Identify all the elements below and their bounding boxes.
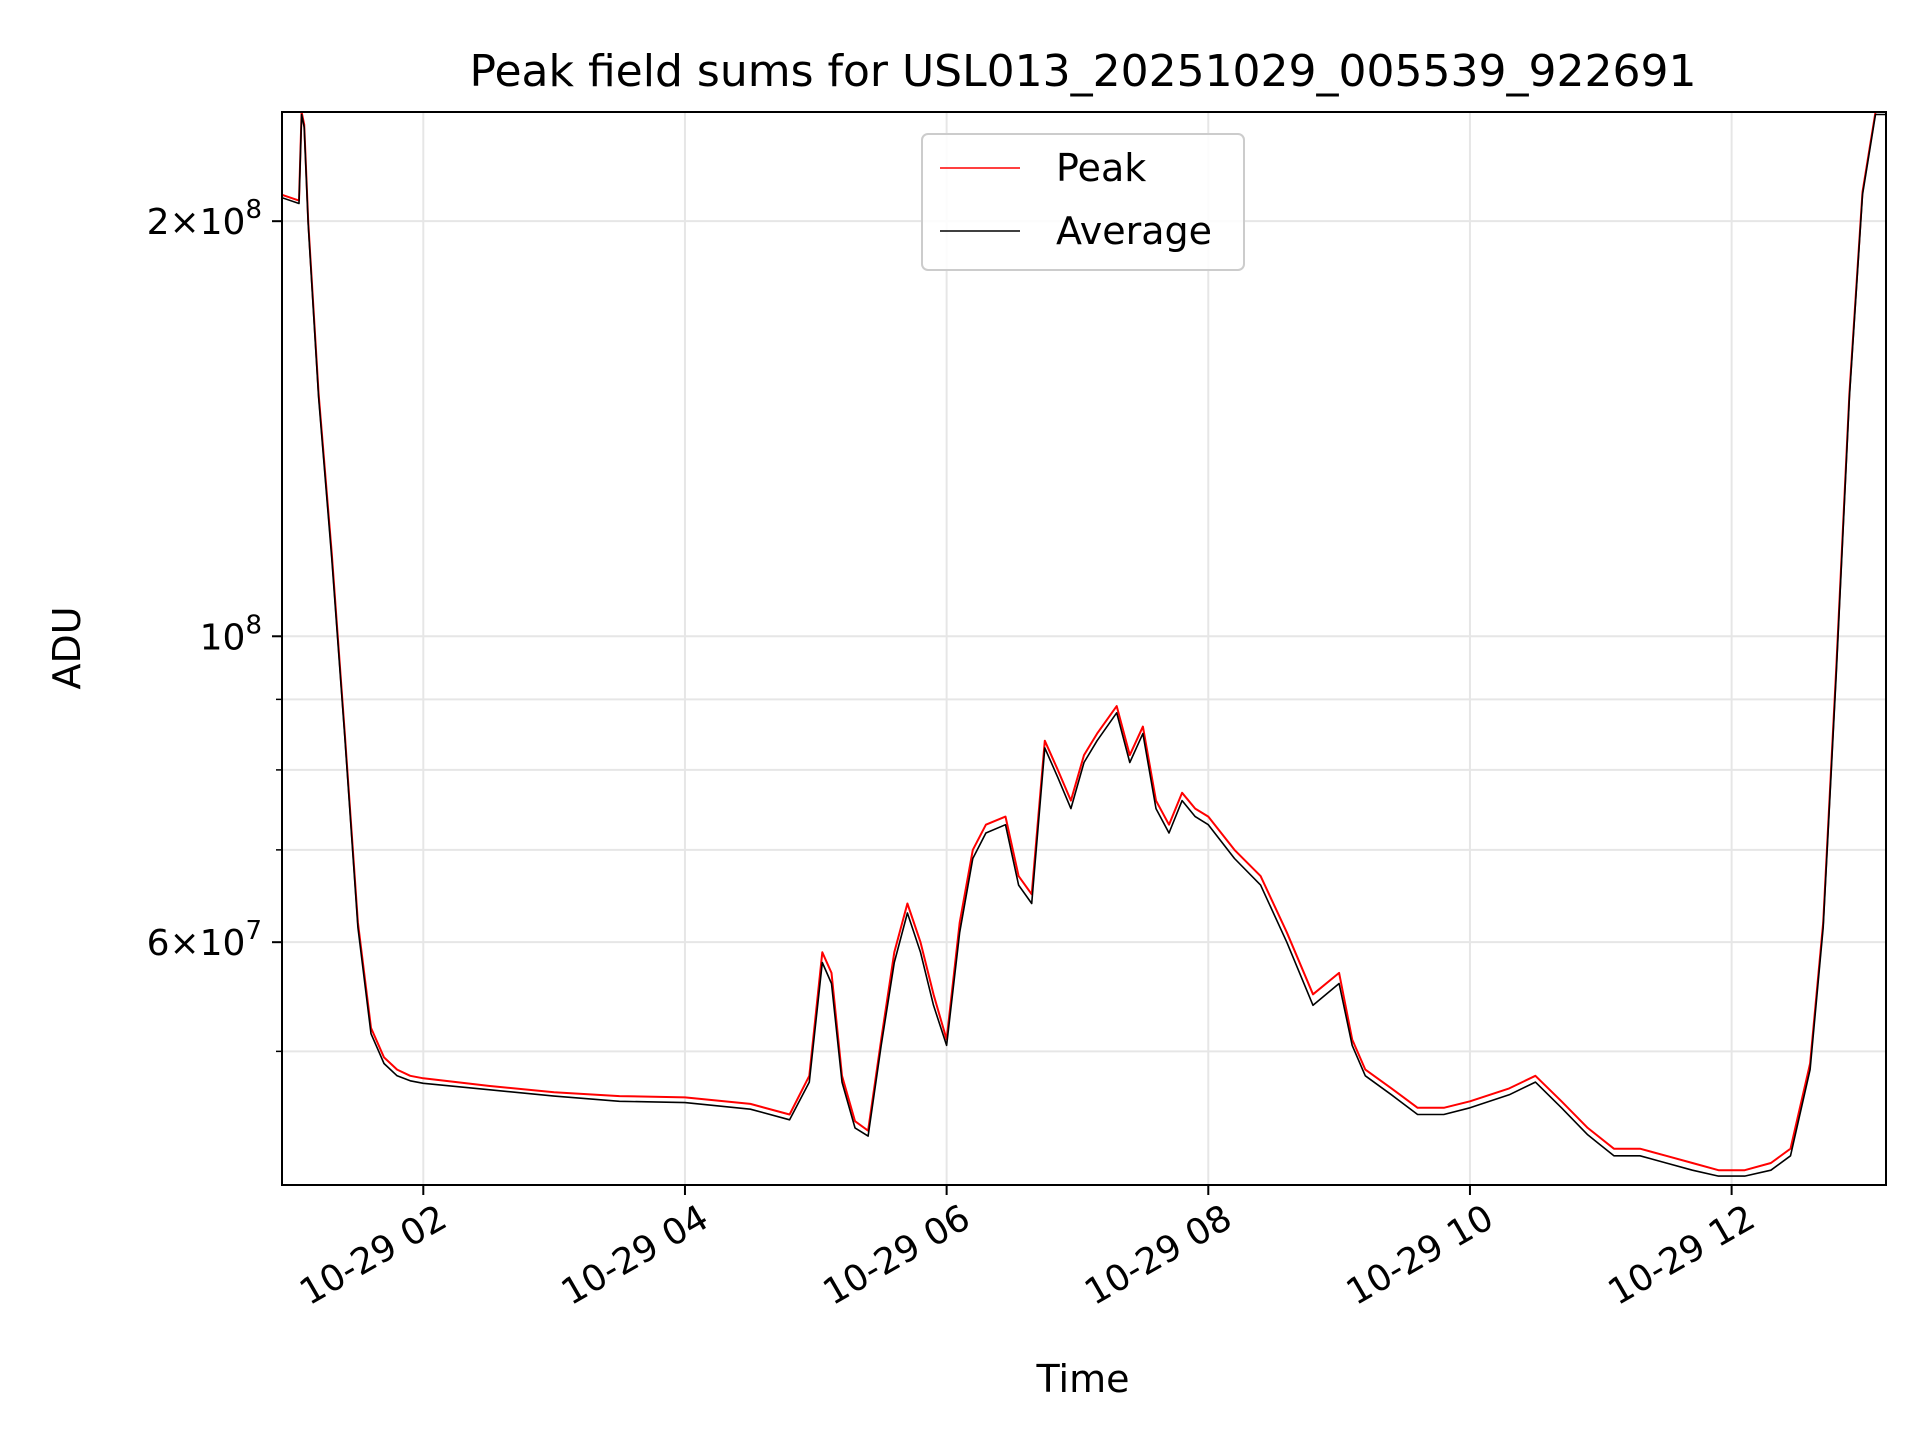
legend: Peak Average: [921, 133, 1245, 271]
chart-title: Peak field sums for USL013_20251029_0055…: [470, 46, 1697, 97]
y-tick-label: 6×107: [147, 916, 262, 964]
series-line-average: [282, 113, 1886, 1177]
grid-layer: [282, 112, 1886, 1185]
y-axis-label: ADU: [45, 606, 89, 689]
legend-label-peak: Peak: [1056, 146, 1146, 190]
y-axis: 6×107 108 2×108: [147, 195, 282, 1053]
series-layer: [282, 112, 1886, 1177]
y-tick-label: 2×108: [147, 195, 262, 243]
legend-label-average: Average: [1056, 209, 1212, 253]
plot-area-frame: [281, 111, 1887, 1186]
series-line-peak: [282, 112, 1886, 1172]
x-axis-label: Time: [1036, 1357, 1130, 1401]
y-tick-label: 108: [200, 610, 262, 658]
